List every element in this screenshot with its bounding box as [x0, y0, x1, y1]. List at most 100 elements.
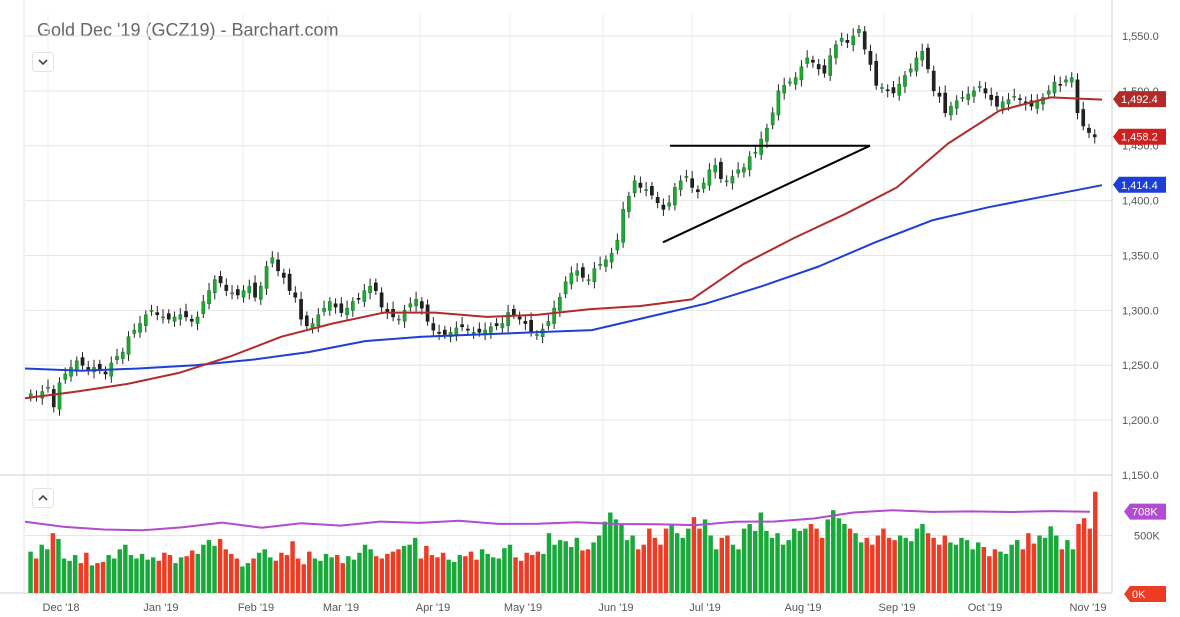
- value-tag: 1,492.4: [1113, 91, 1166, 108]
- volume-bar-up: [546, 533, 552, 593]
- volume-bar-up: [318, 560, 323, 593]
- down-candle-body: [1092, 134, 1097, 138]
- candle: [391, 301, 395, 322]
- down-candle-body: [891, 87, 896, 94]
- volume-bar-down: [396, 549, 401, 593]
- candle: [1041, 93, 1045, 111]
- candle: [149, 304, 154, 316]
- volume-bar-up: [407, 544, 412, 593]
- candle: [960, 90, 965, 102]
- candle: [155, 305, 160, 321]
- candle: [454, 321, 459, 342]
- volume-bar-down: [1076, 524, 1081, 593]
- up-candle-body: [535, 334, 539, 336]
- up-candle-body: [310, 323, 315, 329]
- volume-bar-up: [1037, 535, 1042, 593]
- candle: [28, 389, 33, 402]
- volume-bar-up: [451, 561, 457, 593]
- up-candle-body: [977, 86, 982, 88]
- candle: [667, 195, 671, 211]
- candle: [696, 185, 700, 199]
- down-candle-body: [983, 88, 988, 94]
- volume-bar-down: [524, 552, 529, 593]
- volume-bar-down: [385, 553, 390, 593]
- down-candle-body: [379, 292, 384, 308]
- candle: [201, 294, 206, 319]
- down-candle-body: [868, 51, 873, 65]
- down-candle-body: [287, 273, 292, 291]
- up-candle-body: [362, 290, 367, 302]
- volume-bar-up: [1065, 540, 1070, 593]
- volume-bar-up: [552, 544, 557, 593]
- candle: [97, 359, 102, 375]
- candle: [650, 181, 654, 200]
- candle: [908, 63, 913, 77]
- up-candle-body: [46, 386, 50, 389]
- price-tick-label: 1,300.0: [1122, 305, 1159, 317]
- candles: [28, 24, 1097, 416]
- down-candle-body: [155, 312, 160, 315]
- volume-bar-down: [167, 555, 173, 593]
- candle: [811, 55, 815, 68]
- up-candle-body: [264, 266, 269, 289]
- volume-bar-up: [212, 545, 217, 593]
- candle: [379, 287, 384, 313]
- candle: [80, 352, 85, 370]
- candle: [747, 151, 752, 177]
- candle: [86, 360, 91, 376]
- candle: [132, 323, 137, 338]
- up-candle-body: [207, 290, 211, 305]
- down-candle-body: [874, 60, 879, 86]
- up-candle-body: [747, 156, 752, 171]
- candle: [143, 310, 148, 333]
- up-candle-body: [644, 189, 648, 191]
- down-candle-body: [816, 64, 821, 70]
- candle: [184, 303, 188, 322]
- up-candle-body: [793, 77, 798, 85]
- candle: [563, 276, 568, 299]
- volume-bar-up: [897, 535, 903, 593]
- up-candle-body: [132, 329, 137, 334]
- volume-bar-up: [412, 537, 418, 593]
- value-tag-label: 0K: [1132, 589, 1146, 601]
- volume-bar-up: [28, 551, 33, 593]
- down-candle-body: [51, 389, 56, 408]
- candle: [765, 123, 769, 148]
- candle: [1000, 96, 1005, 114]
- up-candle-body: [701, 182, 706, 189]
- volume-bar-down: [658, 544, 663, 593]
- volume-bar-up: [708, 535, 713, 593]
- down-candle-body: [477, 328, 482, 333]
- candle: [1012, 88, 1017, 101]
- down-candle-body: [420, 301, 424, 309]
- volume-bar-down: [223, 549, 228, 593]
- down-candle-body: [1018, 98, 1022, 100]
- candle: [857, 24, 861, 38]
- candle: [575, 263, 579, 282]
- volume-bar-up: [702, 519, 708, 593]
- candle: [661, 198, 666, 216]
- up-candle-body: [327, 301, 332, 311]
- down-candle-body: [356, 298, 361, 300]
- down-candle-body: [466, 328, 470, 331]
- up-candle-body: [172, 316, 177, 322]
- up-candle-body: [1069, 77, 1074, 83]
- volume-bar-down: [474, 559, 479, 593]
- down-candle-body: [86, 367, 91, 370]
- volume-bar-down: [273, 560, 279, 593]
- candle: [949, 101, 953, 121]
- volume-bar-up: [730, 544, 736, 593]
- volume-bar-down: [875, 535, 881, 593]
- candle: [943, 85, 948, 118]
- candle: [172, 311, 177, 327]
- volume-bar-up: [457, 555, 463, 593]
- up-candle-body: [569, 272, 574, 285]
- volume-bar-down: [100, 561, 106, 593]
- up-candle-body: [57, 382, 62, 410]
- up-candle-body: [1052, 81, 1057, 94]
- candle: [644, 181, 648, 197]
- candle: [281, 268, 286, 285]
- volume-bar-down: [84, 552, 89, 593]
- volume-bar-up: [741, 528, 747, 593]
- candle: [1052, 75, 1057, 99]
